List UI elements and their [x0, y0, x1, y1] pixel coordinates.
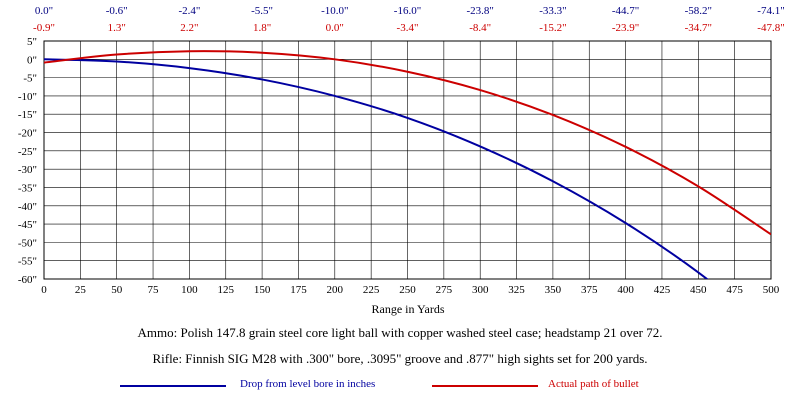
top-value-labels: 0.0" -0.9" -0.6" 1.3" -2.4" 2.2" -5.5" 1.8" -10.… — [33, 5, 785, 34]
y-tick-label: -30" — [18, 164, 37, 176]
top-drop-label: 0.0" — [35, 5, 53, 17]
y-tick-label: -40" — [18, 201, 37, 213]
y-tick-label: -5" — [23, 73, 37, 85]
y-tick-label: -45" — [18, 219, 37, 231]
top-drop-label: -74.1" — [757, 5, 784, 17]
y-tick-label: 0" — [27, 54, 37, 66]
top-path-label: -15.2" — [539, 22, 566, 34]
y-tick-label: -15" — [18, 109, 37, 121]
top-drop-label: -2.4" — [178, 5, 200, 17]
trajectory-chart: 5" 0" -5" -10" -15" -20" -25" -30" -35" -40" -45" -… — [18, 5, 785, 316]
x-tick-label: 450 — [690, 284, 707, 296]
x-tick-label: 225 — [363, 284, 380, 296]
top-path-label: -23.9" — [612, 22, 639, 34]
top-drop-label: -33.3" — [539, 5, 566, 17]
x-tick-label: 125 — [218, 284, 235, 296]
x-tick-label: 0 — [41, 284, 47, 296]
top-drop-label: -44.7" — [612, 5, 639, 17]
top-path-label: 2.2" — [180, 22, 198, 34]
legend-drop-label: Drop from level bore in inches — [240, 378, 376, 390]
legend-path-label: Actual path of bullet — [548, 378, 639, 390]
top-path-label: -47.8" — [757, 22, 784, 34]
top-drop-label: -23.8" — [466, 5, 493, 17]
top-drop-label: -5.5" — [251, 5, 273, 17]
x-tick-label: 400 — [617, 284, 634, 296]
x-axis-title: Range in Yards — [371, 302, 444, 316]
y-tick-label: -25" — [18, 146, 37, 158]
top-drop-label: -16.0" — [394, 5, 421, 17]
x-tick-label: 500 — [763, 284, 780, 296]
top-path-label: 1.3" — [108, 22, 126, 34]
x-tick-label: 200 — [327, 284, 344, 296]
y-tick-label: -20" — [18, 128, 37, 140]
x-tick-label: 250 — [399, 284, 416, 296]
y-tick-label: -50" — [18, 237, 37, 249]
legend-drop-swatch — [120, 385, 226, 387]
x-tick-label: 75 — [148, 284, 160, 296]
legend-path-swatch — [432, 385, 538, 387]
top-drop-label: -10.0" — [321, 5, 348, 17]
chart-grid — [43, 40, 772, 280]
legend: Drop from level bore in inches Actual pa… — [0, 375, 800, 397]
x-axis-ticks: 0 25 50 75 100 125 150 175 200 225 250 275 300 325 350… — [41, 284, 780, 296]
x-tick-label: 275 — [436, 284, 453, 296]
top-path-label: -0.9" — [33, 22, 55, 34]
x-tick-label: 300 — [472, 284, 489, 296]
rifle-note: Rifle: Finnish SIG M28 with .300" bore, … — [152, 351, 648, 366]
y-tick-label: 5" — [27, 36, 37, 48]
x-tick-label: 425 — [654, 284, 671, 296]
x-tick-label: 350 — [545, 284, 562, 296]
y-axis-ticks: 5" 0" -5" -10" -15" -20" -25" -30" -35" -40" -45" -… — [18, 36, 37, 286]
x-tick-label: 25 — [75, 284, 87, 296]
top-path-label: -3.4" — [397, 22, 419, 34]
y-tick-label: -10" — [18, 91, 37, 103]
top-path-label: 0.0" — [326, 22, 344, 34]
x-tick-label: 375 — [581, 284, 598, 296]
ammo-note: Ammo: Polish 147.8 grain steel core ligh… — [137, 325, 663, 340]
y-tick-label: -60" — [18, 274, 37, 286]
top-drop-label: -0.6" — [106, 5, 128, 17]
top-path-label: -34.7" — [685, 22, 712, 34]
top-drop-label: -58.2" — [685, 5, 712, 17]
x-tick-label: 475 — [726, 284, 743, 296]
y-tick-label: -35" — [18, 182, 37, 194]
top-path-label: 1.8" — [253, 22, 271, 34]
top-path-label: -8.4" — [469, 22, 491, 34]
x-tick-label: 100 — [181, 284, 198, 296]
x-tick-label: 175 — [290, 284, 307, 296]
y-tick-label: -55" — [18, 256, 37, 268]
x-tick-label: 325 — [508, 284, 525, 296]
x-tick-label: 150 — [254, 284, 271, 296]
series-lines — [43, 50, 772, 279]
drop-series-line — [44, 58, 709, 279]
x-tick-label: 50 — [111, 284, 123, 296]
